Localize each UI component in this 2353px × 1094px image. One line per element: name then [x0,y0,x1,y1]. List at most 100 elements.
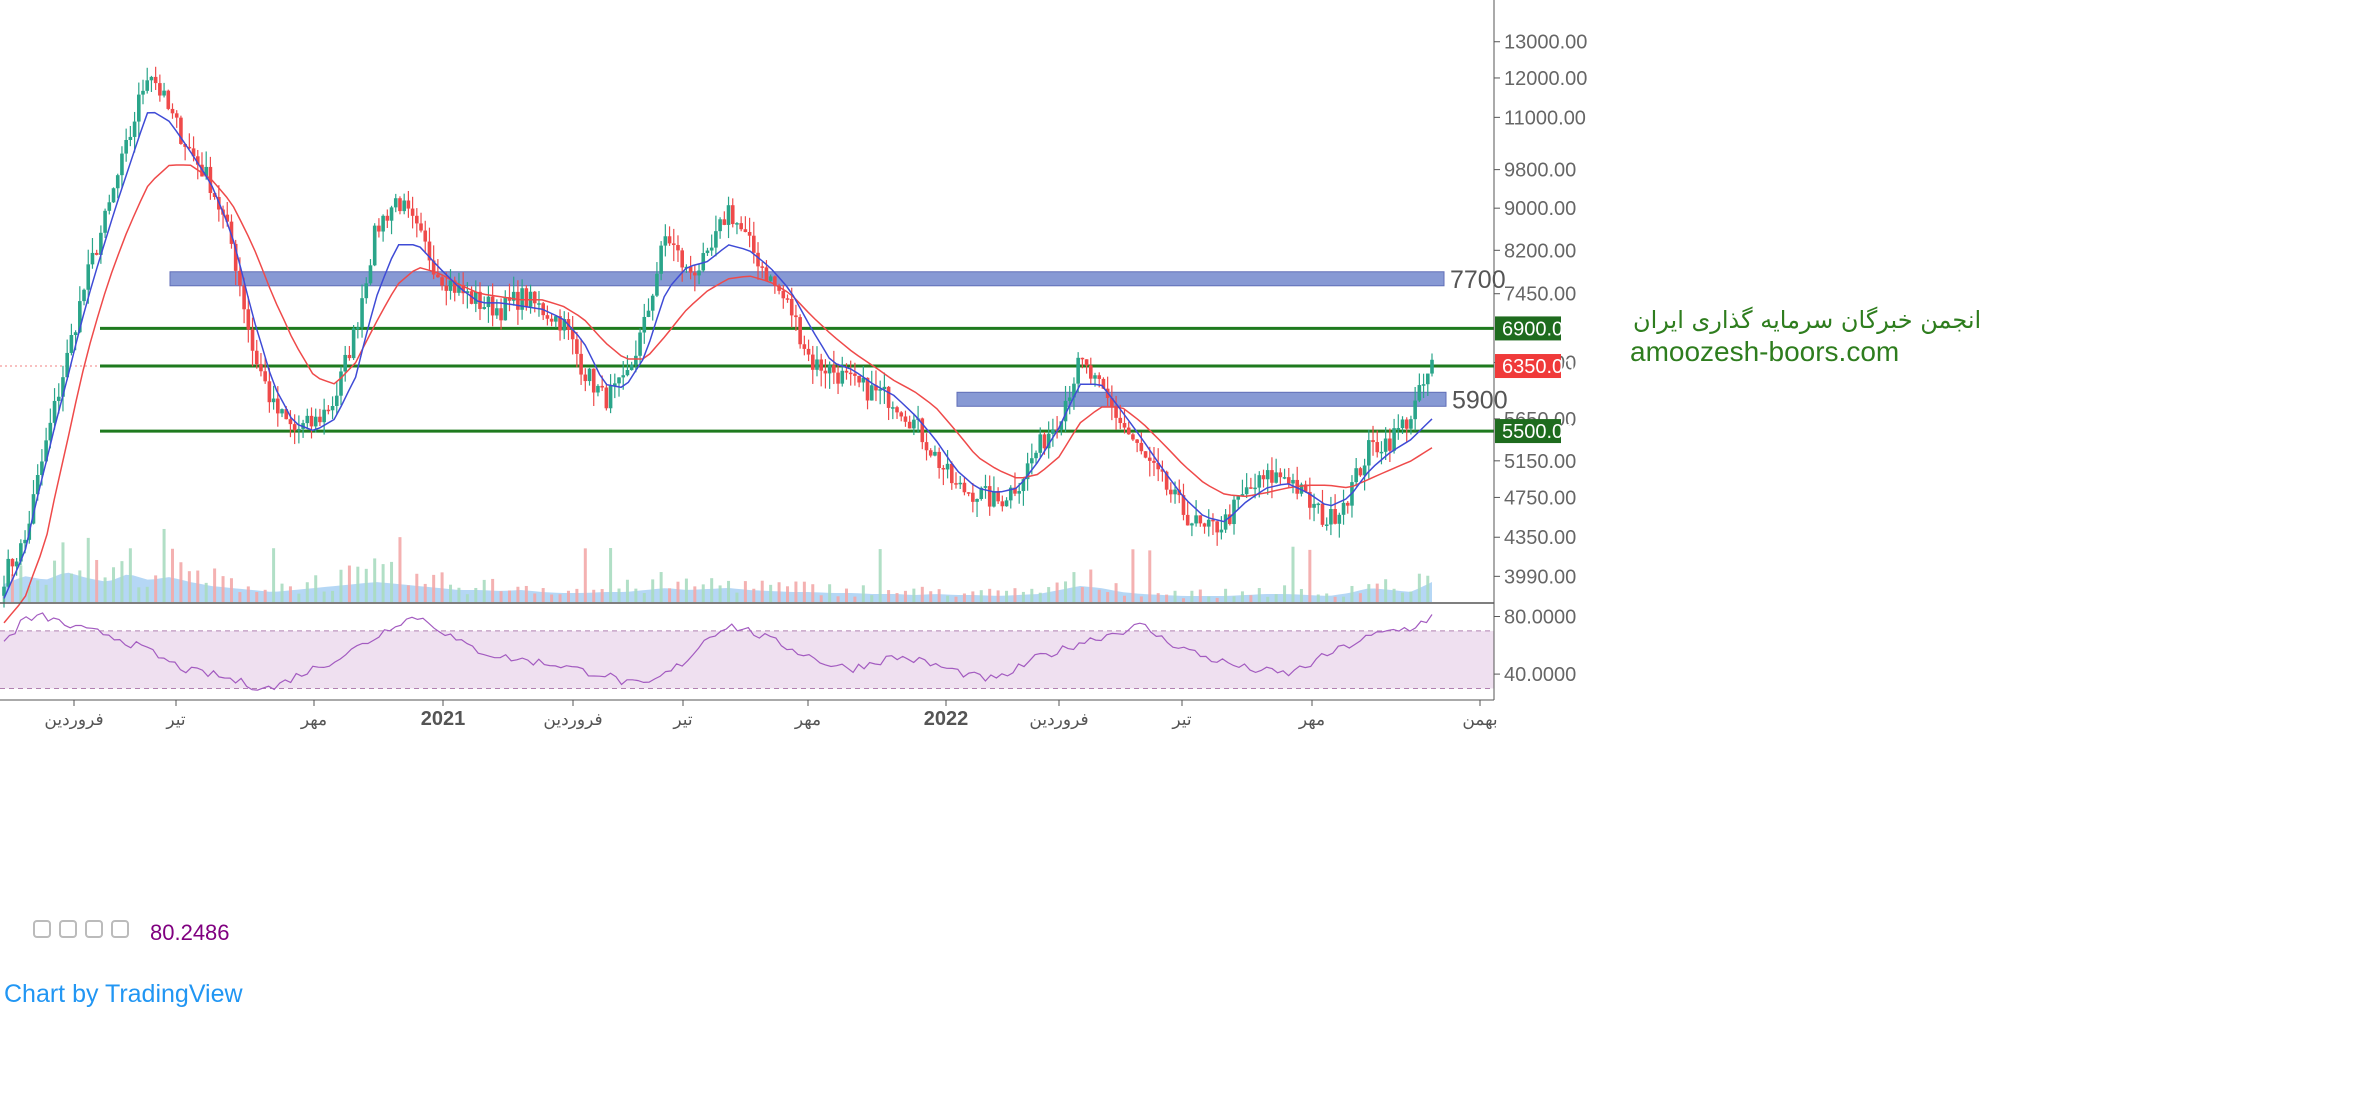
candle-body [120,153,124,176]
candle-body [945,463,950,470]
candle-body [924,442,929,451]
candle-body [650,295,655,311]
candle-body [389,207,394,221]
volume-bar [1181,598,1185,602]
candle-body [545,315,550,319]
volume-bar [1257,588,1261,602]
tradingview-attribution[interactable]: Chart by TradingView [4,980,243,1008]
price-badge [1495,316,1561,341]
candle-body [895,407,899,413]
volume-bar [1342,596,1346,602]
volume-bar [1131,549,1135,602]
volume-bar [440,572,444,602]
volume-bar [1173,590,1177,602]
volume-bar [406,585,410,602]
volume-bar [1426,575,1430,602]
volume-bar [1207,596,1211,602]
volume-bar [246,586,250,602]
volume-bars [2,528,1432,602]
candle-body [975,498,979,502]
candle-body [1409,419,1413,429]
candle-body [1303,484,1308,492]
volume-bar [213,568,217,602]
volume-bar [288,586,292,602]
volume-bar [1190,590,1194,602]
candle-body [1244,487,1249,495]
candle-body [82,289,86,302]
candle-body [511,291,516,301]
volume-bar [1350,585,1354,602]
candle-body [1308,491,1312,508]
volume-bar [1299,588,1303,602]
candle-body [478,291,482,309]
candle-body [448,280,453,291]
candle-body [789,298,794,316]
price-badges: 6900.00 6350.00 5500.00 [1495,316,1574,444]
candle-body [1236,496,1241,500]
candle-body [937,451,941,468]
candle-body [1030,458,1034,464]
candle-body [768,276,773,281]
volume-bar [693,586,697,602]
candle-body [322,409,326,423]
volume-bar [1333,596,1337,602]
volume-bar [297,593,301,602]
candle-body [115,175,120,189]
volume-bar [853,596,857,602]
volume-bar [221,576,225,602]
candle-body [14,561,19,567]
candle-body [351,328,356,359]
candle-body [284,409,289,420]
candle-body [410,208,415,216]
candle-body [35,475,40,495]
volume-bar [36,580,40,602]
time-tick-label: فروردین [44,710,103,730]
candle-body [1249,487,1253,489]
candle-body [1417,385,1422,401]
candle-body [827,365,832,374]
candle-body [583,374,588,382]
volume-bar [903,590,907,602]
time-tick-label: مهر [300,710,327,730]
volume-bar [676,581,680,602]
volume-bar [996,590,1000,602]
volume-bar [1047,587,1051,602]
volume-bar [937,589,941,602]
candle-body [107,202,112,211]
candle-body [1396,428,1401,430]
candle-body [949,463,954,484]
candle-body [667,236,672,244]
candle-body [777,285,781,291]
candle-body [141,90,145,95]
candle-body [1421,384,1426,386]
volume-bar [954,596,958,602]
candle-body [65,352,69,378]
candle-body [680,250,684,268]
candle-body [229,221,234,244]
candle-body [600,385,604,388]
time-tick-label: بهمن [1462,710,1497,730]
indicator-controls[interactable] [33,920,129,938]
volume-bar [609,548,613,602]
candle-body [655,273,659,296]
volume-bar [895,593,899,602]
candle-body [714,231,718,248]
candle-body [145,80,150,91]
volume-bar [828,584,832,602]
volume-bar [1114,583,1118,602]
candle-body [44,440,48,462]
candle-body [427,241,432,261]
candle-body [823,370,828,374]
candle-body [1126,427,1131,435]
volume-bar [929,591,933,602]
price-badge-label: 6350.00 [1502,356,1574,378]
volume-bar [600,589,604,602]
candle-body [1232,499,1236,525]
candle-body [503,297,508,321]
candle-body [524,288,529,307]
candle-body [1038,434,1043,453]
volume-bar [1358,593,1362,602]
candle-body [56,396,61,401]
volume-bar [86,537,90,602]
